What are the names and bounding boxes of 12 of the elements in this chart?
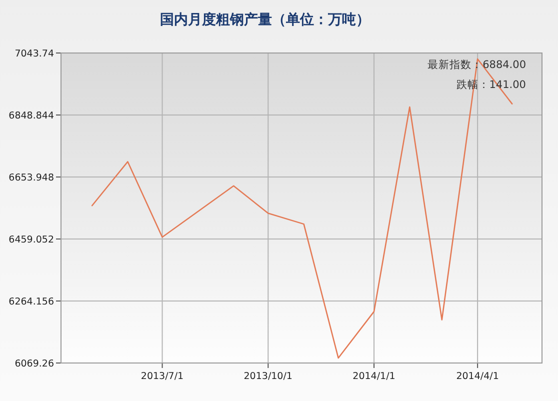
- y-tick-label: 6264.156: [8, 296, 54, 308]
- x-tick-label: 2014/1/1: [352, 371, 396, 382]
- x-tick-label: 2013/7/1: [140, 371, 184, 382]
- y-tick-label: 6848.844: [8, 110, 54, 122]
- annotation: 最新指数：6884.00: [428, 58, 526, 71]
- x-tick-label: 2013/10/1: [244, 371, 292, 382]
- y-tick-label: 6653.948: [8, 172, 54, 184]
- y-tick-label: 7043.74: [14, 48, 54, 60]
- y-tick-label: 6459.052: [8, 234, 54, 246]
- y-tick-label: 6069.26: [14, 358, 54, 370]
- chart-title: 国内月度粗钢产量（单位：万吨）: [160, 11, 370, 28]
- x-tick-label: 2014/4/1: [456, 371, 499, 382]
